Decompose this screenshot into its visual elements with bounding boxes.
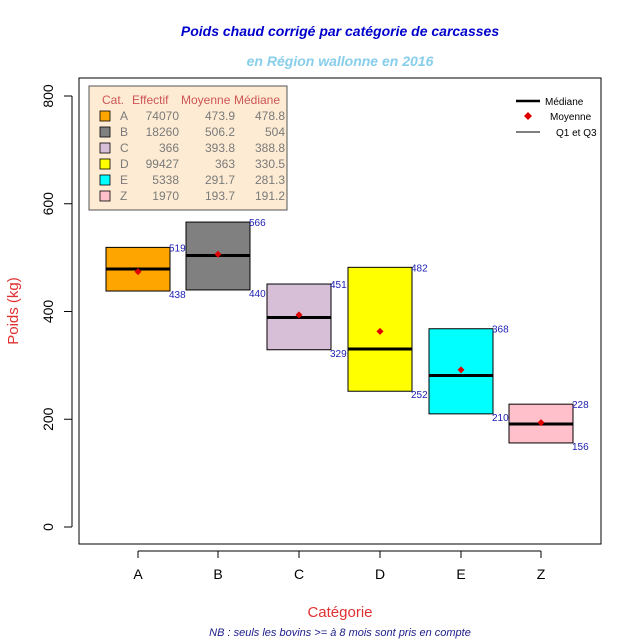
table-cell-mediane: 191.2 bbox=[255, 189, 285, 203]
q3-label-A: 519 bbox=[169, 243, 186, 254]
table-cell-effectif: 1970 bbox=[152, 189, 179, 203]
q1-label-A: 438 bbox=[169, 290, 186, 301]
table-cell-mediane: 504 bbox=[265, 125, 285, 139]
legend-mean-marker bbox=[524, 112, 532, 120]
x-tick-label: D bbox=[375, 566, 385, 582]
table-rows: A 74070 473.9 478.8 B 18260 506.2 504 C 366 393.8 3… bbox=[99, 109, 285, 203]
table-cell-moyenne: 506.2 bbox=[205, 125, 235, 139]
legend-median-label: Médiane bbox=[545, 97, 584, 108]
table-cell-moyenne: 363 bbox=[215, 157, 235, 171]
y-tick-label: 600 bbox=[40, 192, 56, 216]
table-swatch-D bbox=[99, 158, 111, 170]
q1-label-C: 329 bbox=[330, 349, 347, 360]
table-cell-cat: Z bbox=[120, 189, 127, 203]
x-axis-label: Catégorie bbox=[307, 604, 372, 621]
x-tick-label: Z bbox=[537, 566, 546, 582]
table-header-moyenne: Moyenne bbox=[181, 93, 231, 107]
table-cell-effectif: 5338 bbox=[152, 173, 179, 187]
table-header-effectif: Effectif bbox=[132, 93, 169, 107]
table-swatch-Z bbox=[99, 190, 111, 202]
y-tick-label: 400 bbox=[40, 300, 56, 324]
q3-label-Z: 228 bbox=[572, 400, 589, 411]
table-cell-moyenne: 291.7 bbox=[205, 173, 235, 187]
table-cell-cat: D bbox=[120, 157, 129, 171]
x-tick-label: B bbox=[213, 566, 222, 582]
table-cell-moyenne: 393.8 bbox=[205, 141, 235, 155]
table-cell-effectif: 99427 bbox=[146, 157, 180, 171]
plot-frame bbox=[78, 77, 602, 545]
q1-label-E: 210 bbox=[492, 413, 509, 424]
q1-label-B: 440 bbox=[249, 289, 266, 300]
table-header-mediane: Médiane bbox=[234, 93, 280, 107]
x-tick-label: A bbox=[133, 566, 143, 582]
table-swatch-E bbox=[99, 174, 111, 186]
mean-marker-E bbox=[457, 366, 465, 374]
legend-quartile-label: Q1 et Q3 bbox=[556, 128, 597, 139]
y-axis: 0 200 400 600 800 bbox=[40, 84, 73, 531]
q1-label-D: 252 bbox=[411, 390, 428, 401]
table-cell-cat: C bbox=[120, 141, 129, 155]
q3-label-B: 566 bbox=[249, 218, 266, 229]
table-swatch-A bbox=[99, 110, 111, 122]
q1-label-Z: 156 bbox=[572, 442, 589, 453]
summary-table-bg bbox=[88, 85, 288, 211]
q3-label-C: 451 bbox=[330, 280, 347, 291]
chart-subtitle: en Région wallonne en 2016 bbox=[247, 53, 434, 69]
y-tick-label: 800 bbox=[40, 84, 56, 108]
boxes: 519 438 566 440 451 329 482 252 368 210 228 156 bbox=[105, 218, 589, 453]
table-cell-mediane: 281.3 bbox=[255, 173, 285, 187]
legend: Médiane Moyenne Q1 et Q3 bbox=[516, 97, 597, 139]
mean-marker-D bbox=[376, 327, 384, 335]
table-header-cat: Cat. bbox=[102, 93, 124, 107]
y-tick-label: 0 bbox=[40, 523, 56, 531]
y-axis-label: Poids (kg) bbox=[5, 277, 22, 345]
y-tick-label: 200 bbox=[40, 407, 56, 431]
q3-label-D: 482 bbox=[411, 263, 428, 274]
summary-table: Cat. Effectif Moyenne Médiane A 74070 473.… bbox=[88, 85, 288, 211]
chart-title: Poids chaud corrigé par catégorie de car… bbox=[181, 23, 499, 39]
legend-mean-label: Moyenne bbox=[550, 112, 592, 123]
table-swatch-C bbox=[99, 142, 111, 154]
table-swatch-B bbox=[99, 126, 111, 138]
table-cell-mediane: 330.5 bbox=[255, 157, 285, 171]
table-cell-moyenne: 193.7 bbox=[205, 189, 235, 203]
mean-marker-A bbox=[134, 268, 142, 276]
table-cell-cat: A bbox=[120, 109, 128, 123]
mean-marker-B bbox=[214, 250, 222, 258]
mean-marker-Z bbox=[537, 419, 545, 427]
table-cell-mediane: 388.8 bbox=[255, 141, 285, 155]
table-cell-moyenne: 473.9 bbox=[205, 109, 235, 123]
x-tick-label: E bbox=[456, 566, 465, 582]
table-cell-effectif: 74070 bbox=[146, 109, 180, 123]
table-cell-effectif: 366 bbox=[159, 141, 179, 155]
table-cell-effectif: 18260 bbox=[146, 125, 180, 139]
footnote: NB : seuls les bovins >= à 8 mois sont p… bbox=[209, 627, 471, 639]
mean-marker-C bbox=[295, 311, 303, 319]
table-cell-cat: B bbox=[120, 125, 128, 139]
table-cell-mediane: 478.8 bbox=[255, 109, 285, 123]
q3-label-E: 368 bbox=[492, 325, 509, 336]
x-tick-label: C bbox=[294, 566, 304, 582]
table-cell-cat: E bbox=[120, 173, 128, 187]
